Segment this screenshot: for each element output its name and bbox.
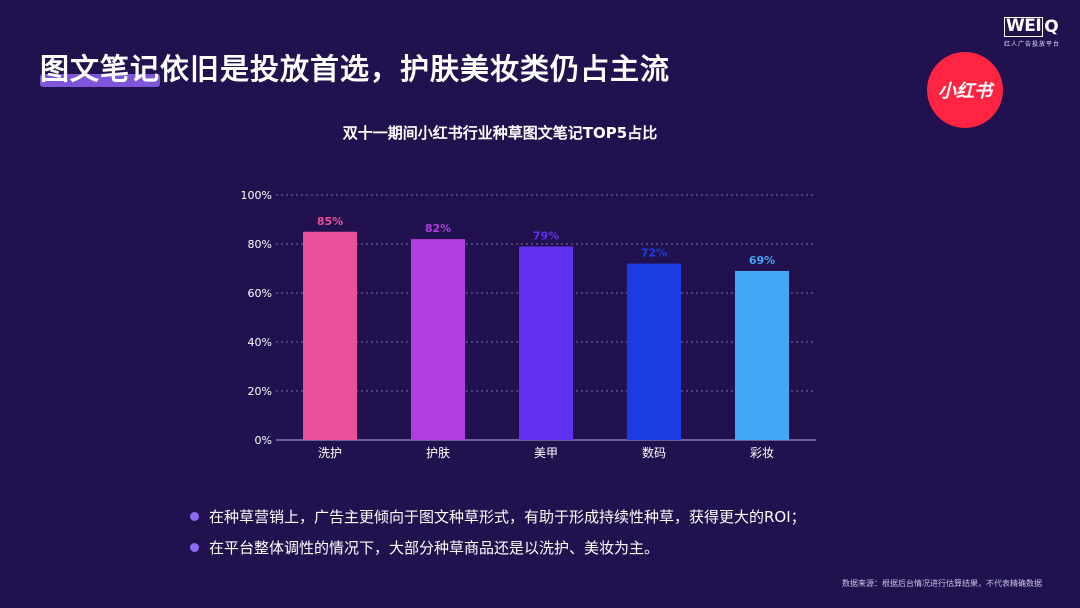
bar	[627, 263, 681, 440]
bar	[735, 270, 789, 440]
y-tick-label: 20%	[248, 385, 272, 398]
y-tick-label: 40%	[248, 336, 272, 349]
bullet-item: 在种草营销上，广告主更倾向于图文种草形式，有助于形成持续性种草，获得更大的ROI…	[190, 506, 806, 527]
weiq-logo-word: WEI	[1004, 16, 1044, 37]
bar	[519, 246, 573, 440]
x-tick-label: 护肤	[426, 445, 450, 460]
weiq-logo: WEI Q 红人广告投放平台	[1004, 17, 1064, 48]
page-title-wrap: 图文笔记依旧是投放首选，护肤美妆类仍占主流	[40, 46, 670, 88]
bullet-dot	[190, 543, 199, 552]
bar	[411, 239, 465, 440]
x-tick-label: 彩妆	[750, 446, 774, 460]
y-tick-label: 0%	[255, 434, 272, 447]
weiq-tagline: 红人广告投放平台	[1004, 41, 1061, 48]
bar	[303, 231, 357, 440]
bullet-text: 在平台整体调性的情况下，大部分种草商品还是以洗护、美妆为主。	[209, 539, 660, 557]
y-tick-label: 80%	[248, 238, 272, 251]
data-label: 82%	[425, 222, 451, 235]
x-tick-label: 美甲	[534, 446, 558, 460]
data-label: 72%	[641, 247, 667, 260]
x-tick-label: 数码	[642, 445, 666, 460]
title-highlight	[40, 74, 160, 87]
bullet-text: 在种草营销上，广告主更倾向于图文种草形式，有助于形成持续性种草，获得更大的ROI…	[209, 508, 806, 526]
xiaohongshu-logo: 小红书	[927, 52, 1003, 128]
bullet-list: 在种草营销上，广告主更倾向于图文种草形式，有助于形成持续性种草，获得更大的ROI…	[190, 506, 806, 568]
data-label: 79%	[533, 229, 559, 242]
bullet-dot	[190, 512, 199, 521]
page-title: 图文笔记依旧是投放首选，护肤美妆类仍占主流	[40, 52, 671, 86]
source-note: 数据来源：根据后台情况进行估算结果，不代表精确数据	[842, 579, 1042, 588]
chart-title: 双十一期间小红书行业种草图文笔记TOP5占比	[342, 124, 658, 142]
y-tick-label: 100%	[241, 189, 272, 202]
y-tick-label: 60%	[248, 287, 272, 300]
x-tick-label: 洗护	[318, 446, 342, 460]
data-label: 69%	[749, 254, 775, 267]
weiq-logo-letter: Q	[1044, 17, 1059, 37]
bullet-item: 在平台整体调性的情况下，大部分种草商品还是以洗护、美妆为主。	[190, 537, 806, 558]
data-label: 85%	[317, 215, 343, 228]
